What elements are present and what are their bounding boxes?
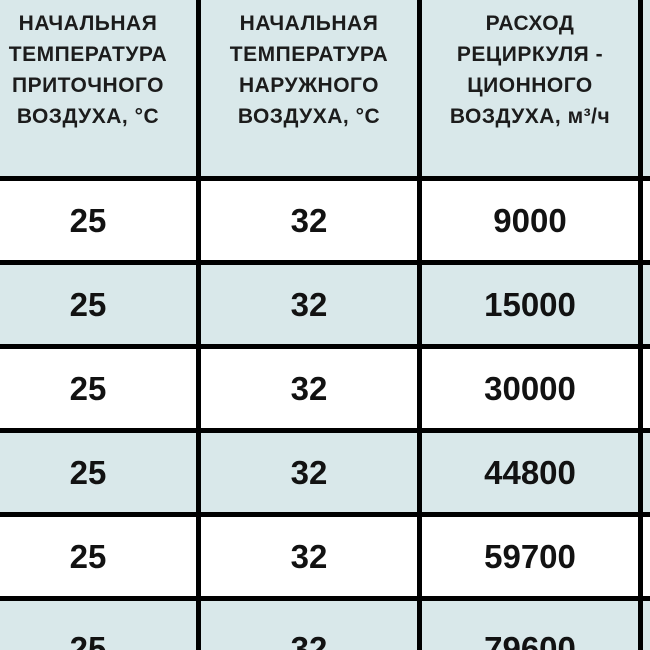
cell-outdoor-temp: 32 (201, 517, 417, 596)
cell-recirc-flow: 79600 (422, 601, 638, 650)
cell-outdoor-temp: 32 (201, 181, 417, 260)
cell-supply-temp: 25 (0, 181, 196, 260)
header-supply-air-temp: НАЧАЛЬНАЯ ТЕМПЕРАТУРА ПРИТОЧНОГО ВОЗДУХА… (0, 0, 196, 176)
cell-supply-temp: 25 (0, 433, 196, 512)
cell-recirc-flow: 15000 (422, 265, 638, 344)
cell-outdoor-temp: 32 (201, 265, 417, 344)
cell-clipped (643, 517, 650, 596)
header-line: НАЧАЛЬНАЯ (18, 12, 158, 35)
header-line: РЕЦИРКУЛЯ - (456, 43, 604, 66)
header-line: НАРУЖНОГО (238, 74, 380, 97)
cell-recirc-flow: 44800 (422, 433, 638, 512)
header-clipped-column (643, 0, 650, 176)
header-line: ТЕМПЕРАТУРА (229, 43, 389, 66)
cell-clipped (643, 601, 650, 650)
cell-outdoor-temp: 32 (201, 433, 417, 512)
header-line: ЦИОННОГО (467, 74, 593, 97)
cell-supply-temp: 25 (0, 517, 196, 596)
header-line: ТЕМПЕРАТУРА (8, 43, 168, 66)
cell-outdoor-temp: 32 (201, 601, 417, 650)
cell-supply-temp: 25 (0, 601, 196, 650)
header-line: РАСХОД (485, 12, 575, 35)
cell-clipped (643, 265, 650, 344)
cell-clipped (643, 433, 650, 512)
header-outdoor-air-temp: НАЧАЛЬНАЯ ТЕМПЕРАТУРА НАРУЖНОГО ВОЗДУХА,… (201, 0, 417, 176)
cell-supply-temp: 25 (0, 265, 196, 344)
cell-recirc-flow: 59700 (422, 517, 638, 596)
header-line: НАЧАЛЬНАЯ (239, 12, 379, 35)
cell-recirc-flow: 9000 (422, 181, 638, 260)
cell-recirc-flow: 30000 (422, 349, 638, 428)
header-line: ВОЗДУХА, °С (237, 105, 381, 128)
cell-clipped (643, 349, 650, 428)
header-line: ВОЗДУХА, °С (16, 105, 160, 128)
header-line: ВОЗДУХА, м³/ч (449, 105, 611, 128)
header-recirculation-flow: РАСХОД РЕЦИРКУЛЯ - ЦИОННОГО ВОЗДУХА, м³/… (422, 0, 638, 176)
header-line: ПРИТОЧНОГО (11, 74, 165, 97)
cell-supply-temp: 25 (0, 349, 196, 428)
cell-outdoor-temp: 32 (201, 349, 417, 428)
cell-clipped (643, 181, 650, 260)
